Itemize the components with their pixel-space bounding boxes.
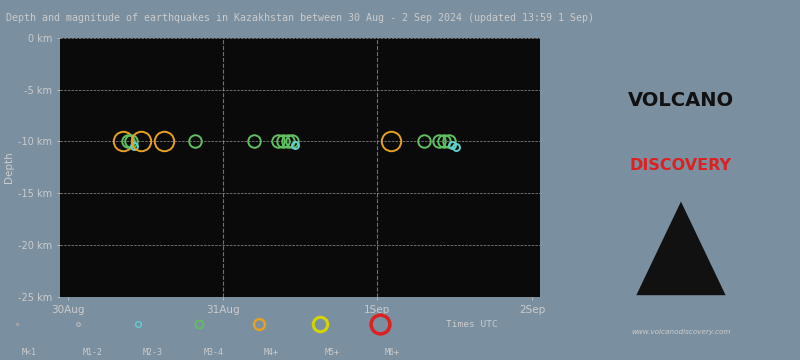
Polygon shape: [636, 202, 726, 295]
Y-axis label: Depth: Depth: [4, 152, 14, 183]
Text: VOLCANO: VOLCANO: [628, 91, 734, 110]
Text: M2-3: M2-3: [143, 348, 163, 357]
Text: M6+: M6+: [385, 348, 400, 357]
Text: M1-2: M1-2: [82, 348, 102, 357]
Text: www.volcanodiscovery.com: www.volcanodiscovery.com: [631, 329, 730, 335]
Text: M5+: M5+: [324, 348, 339, 357]
Text: Depth and magnitude of earthquakes in Kazakhstan between 30 Aug - 2 Sep 2024 (up: Depth and magnitude of earthquakes in Ka…: [6, 13, 594, 23]
Text: M4+: M4+: [264, 348, 279, 357]
Text: Times UTC: Times UTC: [446, 320, 498, 329]
Text: DISCOVERY: DISCOVERY: [630, 158, 732, 173]
Text: M<1: M<1: [22, 348, 37, 357]
Text: M3-4: M3-4: [203, 348, 223, 357]
